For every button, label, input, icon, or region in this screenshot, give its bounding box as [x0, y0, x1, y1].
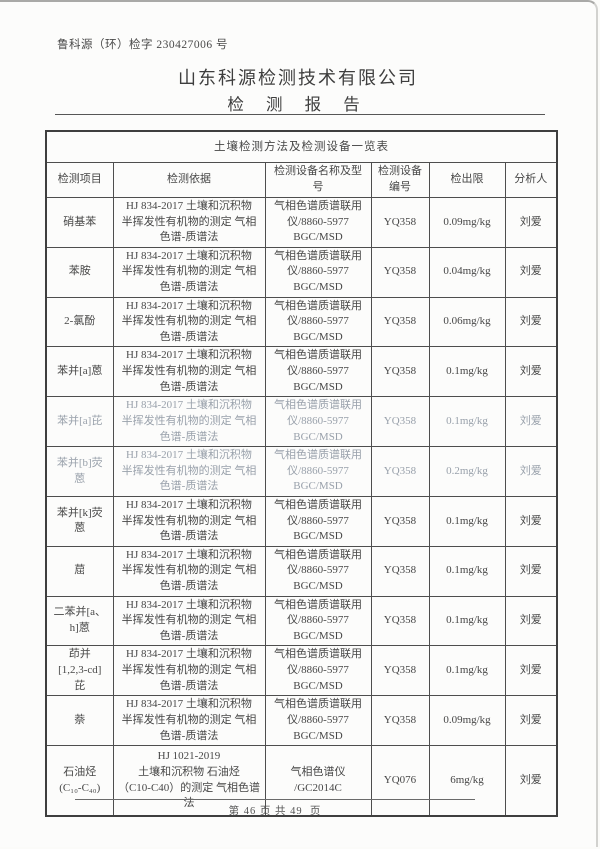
column-header-device: 检测设备名称及型 号	[264, 162, 372, 198]
cell-limit: 0.09mg/kg	[428, 695, 506, 747]
cell-item: 茚并 [1,2,3-cd] 芘	[45, 645, 114, 697]
cell-device: 气相色谱质谱联用 仪/8860-5977 BGC/MSD	[264, 296, 372, 348]
cell-limit: 0.1mg/kg	[428, 396, 506, 448]
cell-analyst: 刘爱	[504, 595, 558, 647]
table-title: 土壤检测方法及检测设备一览表	[45, 130, 558, 163]
table-header-row: 检测项目 检测依据 检测设备名称及型 号 检测设备 编号 检出限 分析人	[45, 162, 558, 198]
report-title: 检 测 报 告	[227, 95, 369, 114]
table-row: 苯胺 HJ 834-2017 土壤和沉积物 半挥发性有机物的测定 气相 色谱-质…	[45, 246, 558, 298]
cell-limit: 0.1mg/kg	[428, 645, 506, 697]
cell-limit: 0.04mg/kg	[428, 246, 506, 298]
cell-analyst: 刘爱	[504, 545, 558, 597]
cell-basis: HJ 834-2017 土壤和沉积物 半挥发性有机物的测定 气相 色谱-质谱法	[112, 296, 266, 348]
cell-limit: 0.1mg/kg	[428, 595, 506, 647]
table-row: 苯并[a]蒽 HJ 834-2017 土壤和沉积物 半挥发性有机物的测定 气相 …	[45, 346, 558, 398]
cell-basis: HJ 834-2017 土壤和沉积物 半挥发性有机物的测定 气相 色谱-质谱法	[112, 595, 266, 647]
table-row: 䓛 HJ 834-2017 土壤和沉积物 半挥发性有机物的测定 气相 色谱-质谱…	[45, 545, 558, 597]
cell-analyst: 刘爱	[504, 495, 558, 547]
cell-analyst: 刘爱	[504, 745, 558, 817]
cell-device: 气相色谱质谱联用 仪/8860-5977 BGC/MSD	[264, 545, 372, 597]
table-row: 苯并[b]荧 蒽 HJ 834-2017 土壤和沉积物 半挥发性有机物的测定 气…	[45, 446, 558, 497]
column-header-analyst: 分析人	[504, 162, 558, 198]
cell-device-no: YQ358	[370, 446, 430, 497]
cell-device: 气相色谱质谱联用 仪/8860-5977 BGC/MSD	[264, 645, 372, 697]
cell-limit: 0.1mg/kg	[428, 346, 506, 398]
cell-analyst: 刘爱	[504, 695, 558, 747]
cell-device-no: YQ358	[370, 595, 430, 647]
cell-device: 气相色谱质谱联用 仪/8860-5977 BGC/MSD	[264, 346, 372, 398]
cell-basis: HJ 834-2017 土壤和沉积物 半挥发性有机物的测定 气相 色谱-质谱法	[112, 197, 266, 248]
cell-limit: 0.06mg/kg	[428, 296, 506, 348]
table-row: 茚并 [1,2,3-cd] 芘 HJ 834-2017 土壤和沉积物 半挥发性有…	[45, 645, 558, 697]
table-row: 硝基苯 HJ 834-2017 土壤和沉积物 半挥发性有机物的测定 气相 色谱-…	[45, 197, 558, 248]
cell-device: 气相色谱质谱联用 仪/8860-5977 BGC/MSD	[264, 695, 372, 747]
cell-device-no: YQ358	[370, 645, 430, 697]
cell-limit: 0.09mg/kg	[428, 197, 506, 248]
table-title-row: 土壤检测方法及检测设备一览表	[45, 130, 558, 163]
cell-item: 萘	[45, 695, 114, 747]
cell-item: 石油烃 (C₁₀-C₄₀)	[45, 745, 114, 817]
cell-item: 苯并[a]蒽	[45, 346, 114, 398]
column-header-basis: 检测依据	[112, 162, 266, 198]
methods-equipment-table: 土壤检测方法及检测设备一览表 检测项目 检测依据 检测设备名称及型 号 检测设备…	[45, 130, 559, 818]
cell-basis: HJ 834-2017 土壤和沉积物 半挥发性有机物的测定 气相 色谱-质谱法	[112, 695, 266, 747]
cell-analyst: 刘爱	[504, 197, 558, 248]
cell-limit: 0.1mg/kg	[428, 545, 506, 597]
cell-basis: HJ 834-2017 土壤和沉积物 半挥发性有机物的测定 气相 色谱-质谱法	[112, 246, 266, 298]
cell-device-no: YQ358	[370, 296, 430, 348]
table-row: 2-氯酚 HJ 834-2017 土壤和沉积物 半挥发性有机物的测定 气相 色谱…	[45, 296, 558, 348]
cell-item: 硝基苯	[45, 197, 114, 248]
cell-device: 气相色谱质谱联用 仪/8860-5977 BGC/MSD	[264, 246, 372, 298]
table-row: 二苯并[a、 h]蒽 HJ 834-2017 土壤和沉积物 半挥发性有机物的测定…	[45, 595, 558, 647]
cell-basis: HJ 834-2017 土壤和沉积物 半挥发性有机物的测定 气相 色谱-质谱法	[112, 495, 266, 547]
column-header-limit: 检出限	[428, 162, 506, 198]
table-row: 石油烃 (C₁₀-C₄₀) HJ 1021-2019 土壤和沉积物 石油烃 （C…	[45, 745, 558, 817]
footer-divider	[75, 799, 475, 800]
cell-limit: 0.1mg/kg	[428, 495, 506, 547]
cell-analyst: 刘爱	[504, 446, 558, 497]
cell-device-no: YQ358	[370, 346, 430, 398]
column-header-item: 检测项目	[45, 162, 114, 198]
cell-analyst: 刘爱	[504, 296, 558, 348]
cell-device-no: YQ358	[370, 246, 430, 298]
table-row: 苯并[k]荧 蒽 HJ 834-2017 土壤和沉积物 半挥发性有机物的测定 气…	[45, 495, 558, 547]
cell-basis: HJ 834-2017 土壤和沉积物 半挥发性有机物的测定 气相 色谱-质谱法	[112, 396, 266, 448]
cell-item: 苯并[k]荧 蒽	[45, 495, 114, 547]
cell-basis: HJ 834-2017 土壤和沉积物 半挥发性有机物的测定 气相 色谱-质谱法	[112, 645, 266, 697]
document-number: 鲁科源（环）检字 230427006 号	[57, 39, 228, 51]
cell-device-no: YQ358	[370, 396, 430, 448]
page-number: 第 46 页 共 49 页	[228, 806, 322, 817]
cell-basis: HJ 834-2017 土壤和沉积物 半挥发性有机物的测定 气相 色谱-质谱法	[112, 446, 266, 497]
cell-device-no: YQ358	[370, 197, 430, 248]
cell-analyst: 刘爱	[504, 645, 558, 697]
cell-item: 2-氯酚	[45, 296, 114, 348]
cell-device-no: YQ358	[370, 545, 430, 597]
cell-device: 气相色谱质谱联用 仪/8860-5977 BGC/MSD	[264, 197, 372, 248]
cell-device: 气相色谱质谱联用 仪/8860-5977 BGC/MSD	[264, 396, 372, 448]
cell-analyst: 刘爱	[504, 396, 558, 448]
cell-device: 气相色谱质谱联用 仪/8860-5977 BGC/MSD	[264, 446, 372, 497]
cell-device-no: YQ358	[370, 495, 430, 547]
cell-item: 苯并[b]荧 蒽	[45, 446, 114, 497]
cell-device-no: YQ358	[370, 695, 430, 747]
cell-device: 气相色谱质谱联用 仪/8860-5977 BGC/MSD	[264, 495, 372, 547]
cell-device: 气相色谱质谱联用 仪/8860-5977 BGC/MSD	[264, 595, 372, 647]
cell-item: 䓛	[45, 545, 114, 597]
column-header-device-no: 检测设备 编号	[370, 162, 430, 198]
cell-analyst: 刘爱	[504, 246, 558, 298]
cell-item: 二苯并[a、 h]蒽	[45, 595, 114, 647]
cell-limit: 0.2mg/kg	[428, 446, 506, 497]
cell-analyst: 刘爱	[504, 346, 558, 398]
company-title: 山东科源检测技术有限公司	[178, 68, 418, 88]
cell-item: 苯并[a]芘	[45, 396, 114, 448]
cell-basis: HJ 834-2017 土壤和沉积物 半挥发性有机物的测定 气相 色谱-质谱法	[112, 545, 266, 597]
cell-basis: HJ 1021-2019 土壤和沉积物 石油烃 （C10-C40）的测定 气相色…	[112, 745, 266, 817]
cell-item: 苯胺	[45, 246, 114, 298]
table-row: 苯并[a]芘 HJ 834-2017 土壤和沉积物 半挥发性有机物的测定 气相 …	[45, 396, 558, 448]
cell-basis: HJ 834-2017 土壤和沉积物 半挥发性有机物的测定 气相 色谱-质谱法	[112, 346, 266, 398]
cell-limit: 6mg/kg	[428, 745, 506, 817]
table-row: 萘 HJ 834-2017 土壤和沉积物 半挥发性有机物的测定 气相 色谱-质谱…	[45, 695, 558, 747]
header-divider	[55, 114, 545, 115]
